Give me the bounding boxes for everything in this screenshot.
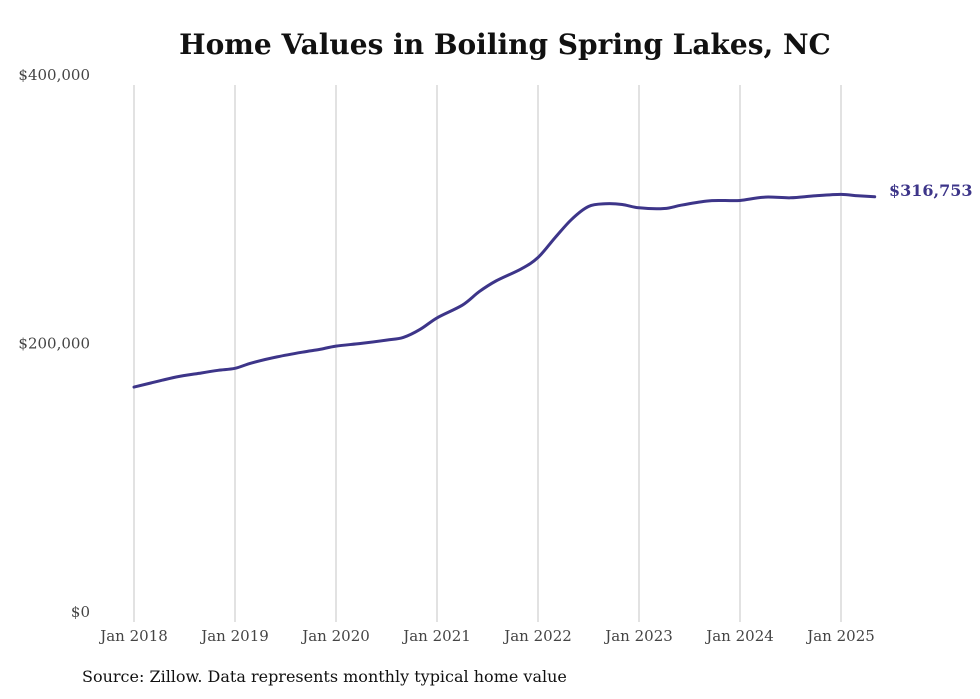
x-tick-label: Jan 2023: [603, 627, 673, 645]
x-tick-label: Jan 2022: [502, 627, 572, 645]
x-tick-label: Jan 2024: [704, 627, 774, 645]
x-tick-label: Jan 2018: [98, 627, 168, 645]
x-tick-label: Jan 2025: [805, 627, 875, 645]
end-value-label: $316,753: [889, 181, 973, 200]
y-tick-label: $400,000: [18, 66, 90, 84]
y-tick-label: $0: [71, 603, 90, 621]
x-tick-label: Jan 2019: [199, 627, 269, 645]
source-footnote: Source: Zillow. Data represents monthly …: [82, 667, 567, 686]
chart-title: Home Values in Boiling Spring Lakes, NC: [179, 28, 831, 61]
x-tick-label: Jan 2020: [300, 627, 370, 645]
x-tick-label: Jan 2021: [401, 627, 471, 645]
y-tick-label: $200,000: [18, 335, 90, 353]
home-value-line: [132, 192, 877, 389]
line-chart: Jan 2018 Jan 2019 Jan 2020 Jan 2021 Jan 2022…: [18, 66, 973, 645]
